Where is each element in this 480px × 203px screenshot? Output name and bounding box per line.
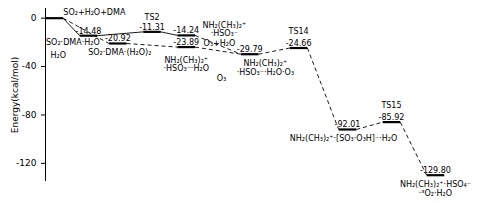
svg-text:Energy(kcal/mol): Energy(kcal/mol) xyxy=(10,57,20,134)
svg-text:-20.92: -20.92 xyxy=(105,34,131,43)
svg-text:NH₂(CH₃)₂⁺·HSO₃⁻·H₂O: NH₂(CH₃)₂⁺·HSO₃⁻·H₂O xyxy=(164,56,209,73)
svg-text:H₂O: H₂O xyxy=(50,51,66,60)
svg-text:NH₂(CH₃)₂⁺·HSO₃⁻: NH₂(CH₃)₂⁺·HSO₃⁻ xyxy=(202,21,246,38)
svg-text:O₃: O₃ xyxy=(217,74,227,83)
svg-text:SO₂·DMA·(H₂O)₂: SO₂·DMA·(H₂O)₂ xyxy=(88,48,151,57)
svg-text:-29.79: -29.79 xyxy=(237,45,263,54)
svg-text:-85.92: -85.92 xyxy=(379,113,405,122)
svg-text:NH₂(CH₃)₂⁺·HSO₃⁻·H₂O·O₃: NH₂(CH₃)₂⁺·HSO₃⁻·H₂O·O₃ xyxy=(237,59,294,76)
svg-text:TS2: TS2 xyxy=(143,13,159,22)
svg-text:-120: -120 xyxy=(16,158,37,168)
svg-text:0: 0 xyxy=(31,13,37,23)
svg-text:NH₂(CH₃)₂⁺·[SO₃·O₃H]⁻·H₂O: NH₂(CH₃)₂⁺·[SO₃·O₃H]⁻·H₂O xyxy=(290,134,397,143)
svg-text:O₃+H₂O: O₃+H₂O xyxy=(204,39,236,48)
svg-text:-80: -80 xyxy=(22,110,37,120)
svg-text:TS14: TS14 xyxy=(288,27,309,36)
svg-text:SO₂·DMA·H₂O: SO₂·DMA·H₂O xyxy=(46,38,100,47)
svg-text:-40: -40 xyxy=(22,61,37,71)
svg-text:NH₂(CH₃)₂⁺·HSO₄⁻·³O₂·H₂O: NH₂(CH₃)₂⁺·HSO₄⁻·³O₂·H₂O xyxy=(400,180,471,197)
svg-text:SO₂+H₂O+DMA: SO₂+H₂O+DMA xyxy=(63,8,126,17)
svg-text:-23.89: -23.89 xyxy=(173,38,199,47)
svg-text:-129.80: -129.80 xyxy=(420,166,451,175)
svg-text:-24.66: -24.66 xyxy=(286,39,312,48)
svg-text:-14.48: -14.48 xyxy=(76,27,102,36)
svg-text:TS15: TS15 xyxy=(380,101,401,110)
svg-text:-92.01: -92.01 xyxy=(335,120,361,129)
svg-text:-11.31: -11.31 xyxy=(139,23,165,32)
svg-text:-14.24: -14.24 xyxy=(173,26,199,35)
